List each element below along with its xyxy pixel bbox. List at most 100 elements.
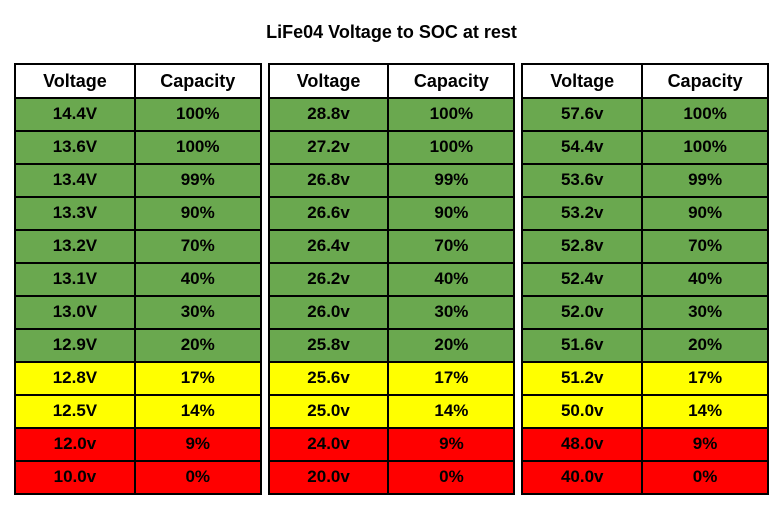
cell-capacity: 100%	[388, 98, 514, 131]
cell-capacity: 70%	[642, 230, 768, 263]
cell-capacity: 14%	[135, 395, 261, 428]
table-body: 14.4V100%13.6V100%13.4V99%13.3V90%13.2V7…	[15, 98, 261, 493]
cell-capacity: 30%	[135, 296, 261, 329]
cell-voltage: 57.6v	[522, 98, 642, 131]
cell-capacity: 20%	[135, 329, 261, 362]
cell-voltage: 13.4V	[15, 164, 135, 197]
cell-voltage: 26.8v	[269, 164, 389, 197]
cell-voltage: 28.8v	[269, 98, 389, 131]
cell-voltage: 48.0v	[522, 428, 642, 461]
table-row: 24.0v9%	[269, 428, 515, 461]
cell-voltage: 12.9V	[15, 329, 135, 362]
cell-voltage: 20.0v	[269, 461, 389, 494]
cell-voltage: 52.8v	[522, 230, 642, 263]
cell-voltage: 52.4v	[522, 263, 642, 296]
table-row: 12.8V17%	[15, 362, 261, 395]
cell-capacity: 70%	[388, 230, 514, 263]
soc-table-12v: Voltage Capacity 14.4V100%13.6V100%13.4V…	[14, 63, 262, 495]
soc-table-48v: Voltage Capacity 57.6v100%54.4v100%53.6v…	[521, 63, 769, 495]
cell-voltage: 12.5V	[15, 395, 135, 428]
table-row: 25.8v20%	[269, 329, 515, 362]
table-row: 57.6v100%	[522, 98, 768, 131]
cell-voltage: 13.3V	[15, 197, 135, 230]
table-body: 28.8v100%27.2v100% 26.8v99%26.6v90%26.4v7…	[269, 98, 515, 493]
cell-voltage: 26.4v	[269, 230, 389, 263]
table-row: 12.9V20%	[15, 329, 261, 362]
cell-capacity: 0%	[388, 461, 514, 494]
soc-table-24v: Voltage Capacity 28.8v100%27.2v100% 26.8v…	[268, 63, 516, 495]
tables-container: Voltage Capacity 14.4V100%13.6V100%13.4V…	[0, 63, 783, 495]
cell-capacity: 17%	[388, 362, 514, 395]
cell-capacity: 14%	[642, 395, 768, 428]
table-row: 13.3V90%	[15, 197, 261, 230]
cell-capacity: 99%	[388, 164, 514, 197]
cell-capacity: 100%	[642, 98, 768, 131]
table-row: 53.6v99%	[522, 164, 768, 197]
cell-voltage: 40.0v	[522, 461, 642, 494]
table-row: 13.4V99%	[15, 164, 261, 197]
table-row: 52.0v30%	[522, 296, 768, 329]
cell-voltage: 13.0V	[15, 296, 135, 329]
cell-voltage: 26.6v	[269, 197, 389, 230]
cell-capacity: 30%	[642, 296, 768, 329]
table-row: 51.2v17%	[522, 362, 768, 395]
cell-voltage: 24.0v	[269, 428, 389, 461]
cell-voltage: 12.8V	[15, 362, 135, 395]
table-row: 25.0v14%	[269, 395, 515, 428]
cell-voltage: 52.0v	[522, 296, 642, 329]
page-title: LiFe04 Voltage to SOC at rest	[0, 0, 783, 63]
cell-capacity: 20%	[388, 329, 514, 362]
table-row: 26.6v90%	[269, 197, 515, 230]
cell-voltage: 10.0v	[15, 461, 135, 494]
table-header-row: Voltage Capacity	[269, 64, 515, 98]
cell-capacity: 90%	[135, 197, 261, 230]
table-row: 48.0v9%	[522, 428, 768, 461]
cell-voltage: 51.6v	[522, 329, 642, 362]
table-row: 51.6v20%	[522, 329, 768, 362]
table-row: 28.8v100%	[269, 98, 515, 131]
cell-capacity: 17%	[135, 362, 261, 395]
table-row: 13.1V40%	[15, 263, 261, 296]
cell-voltage: 54.4v	[522, 131, 642, 164]
cell-voltage: 53.2v	[522, 197, 642, 230]
cell-capacity: 40%	[642, 263, 768, 296]
col-header-voltage: Voltage	[269, 64, 389, 98]
table-row: 52.8v70%	[522, 230, 768, 263]
cell-capacity: 99%	[642, 164, 768, 197]
cell-capacity: 9%	[642, 428, 768, 461]
table-row: 26.2v40%	[269, 263, 515, 296]
cell-voltage: 53.6v	[522, 164, 642, 197]
table-body: 57.6v100%54.4v100%53.6v99%53.2v90%52.8v7…	[522, 98, 768, 493]
table-row: 13.0V30%	[15, 296, 261, 329]
table-row: 26.0v30%	[269, 296, 515, 329]
cell-voltage: 25.8v	[269, 329, 389, 362]
table-header-row: Voltage Capacity	[522, 64, 768, 98]
cell-voltage: 25.6v	[269, 362, 389, 395]
table-row: 40.0v0%	[522, 461, 768, 494]
cell-capacity: 40%	[135, 263, 261, 296]
table-row: 12.0v9%	[15, 428, 261, 461]
cell-voltage: 25.0v	[269, 395, 389, 428]
col-header-capacity: Capacity	[388, 64, 514, 98]
col-header-voltage: Voltage	[15, 64, 135, 98]
cell-capacity: 30%	[388, 296, 514, 329]
cell-capacity: 0%	[135, 461, 261, 494]
cell-voltage: 27.2v	[269, 131, 389, 164]
table-row: 13.2V70%	[15, 230, 261, 263]
cell-capacity: 9%	[135, 428, 261, 461]
table-row: 14.4V100%	[15, 98, 261, 131]
cell-capacity: 99%	[135, 164, 261, 197]
table-row: 26.8v99%	[269, 164, 515, 197]
cell-capacity: 14%	[388, 395, 514, 428]
cell-capacity: 70%	[135, 230, 261, 263]
table-row: 25.6v17%	[269, 362, 515, 395]
cell-capacity: 0%	[642, 461, 768, 494]
table-row: 53.2v90%	[522, 197, 768, 230]
cell-voltage: 50.0v	[522, 395, 642, 428]
cell-capacity: 20%	[642, 329, 768, 362]
cell-voltage: 13.2V	[15, 230, 135, 263]
col-header-voltage: Voltage	[522, 64, 642, 98]
table-row: 50.0v14%	[522, 395, 768, 428]
col-header-capacity: Capacity	[135, 64, 261, 98]
col-header-capacity: Capacity	[642, 64, 768, 98]
